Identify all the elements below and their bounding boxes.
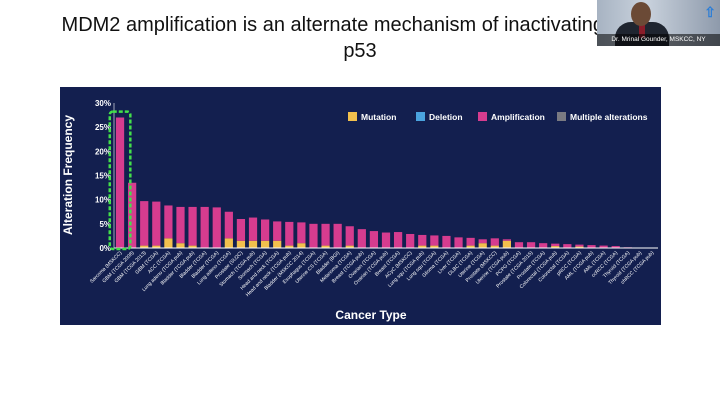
bar-mutation bbox=[490, 245, 499, 248]
bar-amplification bbox=[551, 243, 560, 247]
bar-amplification bbox=[152, 201, 161, 246]
y-tick-label: 30% bbox=[95, 99, 111, 108]
bar-mutation bbox=[418, 245, 427, 248]
bar-amplification bbox=[248, 217, 258, 241]
bar-amplification bbox=[563, 244, 572, 248]
bar-amplification bbox=[345, 226, 354, 246]
bar-amplification bbox=[236, 219, 246, 241]
legend-label: Mutation bbox=[361, 112, 396, 122]
y-tick-label: 5% bbox=[99, 220, 111, 229]
bar-mutation bbox=[321, 245, 330, 248]
bar-mutation bbox=[152, 245, 161, 248]
bar-amplification bbox=[514, 242, 524, 248]
bar-amplification bbox=[224, 211, 233, 239]
bar-mutation bbox=[285, 245, 294, 248]
legend-swatch bbox=[557, 112, 566, 121]
bar-amplification bbox=[587, 245, 596, 248]
bar-amplification bbox=[418, 234, 427, 246]
slide-title: MDM2 amplification is an alternate mecha… bbox=[0, 12, 720, 64]
legend-label: Multiple alterations bbox=[570, 112, 648, 122]
bar-amplification bbox=[285, 221, 294, 246]
speaker-tie bbox=[639, 24, 645, 38]
bar-amplification bbox=[611, 246, 620, 248]
x-axis-title: Cancer Type bbox=[335, 308, 406, 322]
bar-mutation bbox=[345, 245, 354, 248]
bar-mutation bbox=[248, 240, 258, 248]
bar-mutation bbox=[575, 246, 584, 248]
y-axis-ticks: 0% 5% 10% 15% 20% 25% 30% bbox=[95, 99, 111, 253]
speaker-caption: Dr. Mrinal Gounder, MSKCC, NY bbox=[597, 34, 720, 46]
arrow-up-icon: ⇧ bbox=[704, 4, 716, 20]
slide-title-line2: p53 bbox=[343, 40, 377, 62]
legend: Mutation Deletion Amplification Multiple al… bbox=[348, 112, 648, 122]
alteration-frequency-chart: Alteration Frequency Cancer Type 0% 5% 10%… bbox=[61, 99, 658, 322]
bar-amplification bbox=[575, 244, 584, 247]
bar-amplification bbox=[176, 206, 185, 244]
bar-amplification bbox=[309, 223, 318, 248]
y-tick-label: 20% bbox=[95, 147, 111, 156]
bar-mutation bbox=[273, 240, 282, 248]
bar-amplification bbox=[200, 206, 209, 248]
legend-label: Deletion bbox=[429, 112, 463, 122]
bar-amplification bbox=[140, 201, 149, 246]
bar-mutation bbox=[140, 245, 149, 248]
bar-amplification bbox=[478, 239, 487, 244]
y-axis-title: Alteration Frequency bbox=[61, 115, 75, 235]
y-tick-label: 10% bbox=[95, 196, 111, 205]
legend-swatch bbox=[416, 112, 425, 121]
bars bbox=[115, 117, 657, 248]
bar-amplification bbox=[188, 206, 197, 246]
bar-mutation bbox=[478, 243, 487, 248]
y-tick-label: 25% bbox=[95, 123, 111, 132]
bar-amplification bbox=[430, 235, 439, 246]
speaker-video-thumbnail[interactable]: ⇧ Dr. Mrinal Gounder, MSKCC, NY bbox=[597, 0, 720, 46]
bar-amplification bbox=[466, 237, 475, 246]
bar-amplification bbox=[321, 223, 330, 246]
slide-title-line1: MDM2 amplification is an alternate mecha… bbox=[61, 14, 629, 36]
bar-mutation bbox=[261, 240, 270, 248]
bar-amplification bbox=[297, 222, 306, 244]
legend-label: Amplification bbox=[491, 112, 545, 122]
bar-amplification bbox=[333, 223, 342, 248]
bar-mutation bbox=[176, 243, 185, 248]
bar-amplification bbox=[212, 207, 221, 248]
legend-swatch bbox=[478, 112, 487, 121]
bar-mutation bbox=[466, 245, 475, 248]
bar-amplification bbox=[357, 229, 366, 248]
highlight-box bbox=[108, 110, 132, 251]
bar-amplification bbox=[115, 117, 125, 248]
bar-mutation bbox=[430, 245, 439, 248]
x-axis-tick-labels: Sarcoma (MSKCC)GBM (TCGA 2008)GBM (TCGA … bbox=[89, 250, 656, 298]
bar-mutation bbox=[297, 243, 306, 248]
chart-panel: Alteration Frequency Cancer Type 0% 5% 10%… bbox=[60, 87, 661, 325]
bar-amplification bbox=[490, 238, 499, 246]
legend-swatch bbox=[348, 112, 357, 121]
bar-mutation bbox=[236, 240, 246, 248]
bar-mutation bbox=[224, 238, 233, 248]
bar-amplification bbox=[539, 243, 548, 248]
bar-mutation bbox=[502, 240, 511, 248]
bar-amplification bbox=[502, 239, 511, 241]
bar-amplification bbox=[599, 245, 608, 248]
bar-amplification bbox=[381, 232, 391, 248]
bar-amplification bbox=[442, 235, 451, 248]
bar-amplification bbox=[128, 182, 137, 248]
bar-mutation bbox=[188, 245, 197, 248]
bar-amplification bbox=[406, 233, 415, 248]
bar-mutation bbox=[551, 246, 560, 248]
bar-amplification bbox=[273, 221, 282, 241]
speaker-head bbox=[631, 2, 651, 26]
bar-mutation bbox=[164, 238, 173, 248]
y-tick-label: 0% bbox=[99, 244, 111, 253]
bar-amplification bbox=[454, 237, 463, 248]
y-tick-label: 15% bbox=[95, 172, 111, 181]
bar-amplification bbox=[164, 205, 173, 239]
bar-amplification bbox=[526, 242, 536, 248]
bar-amplification bbox=[369, 231, 379, 248]
bar-amplification bbox=[261, 219, 270, 241]
bar-amplification bbox=[393, 232, 403, 248]
